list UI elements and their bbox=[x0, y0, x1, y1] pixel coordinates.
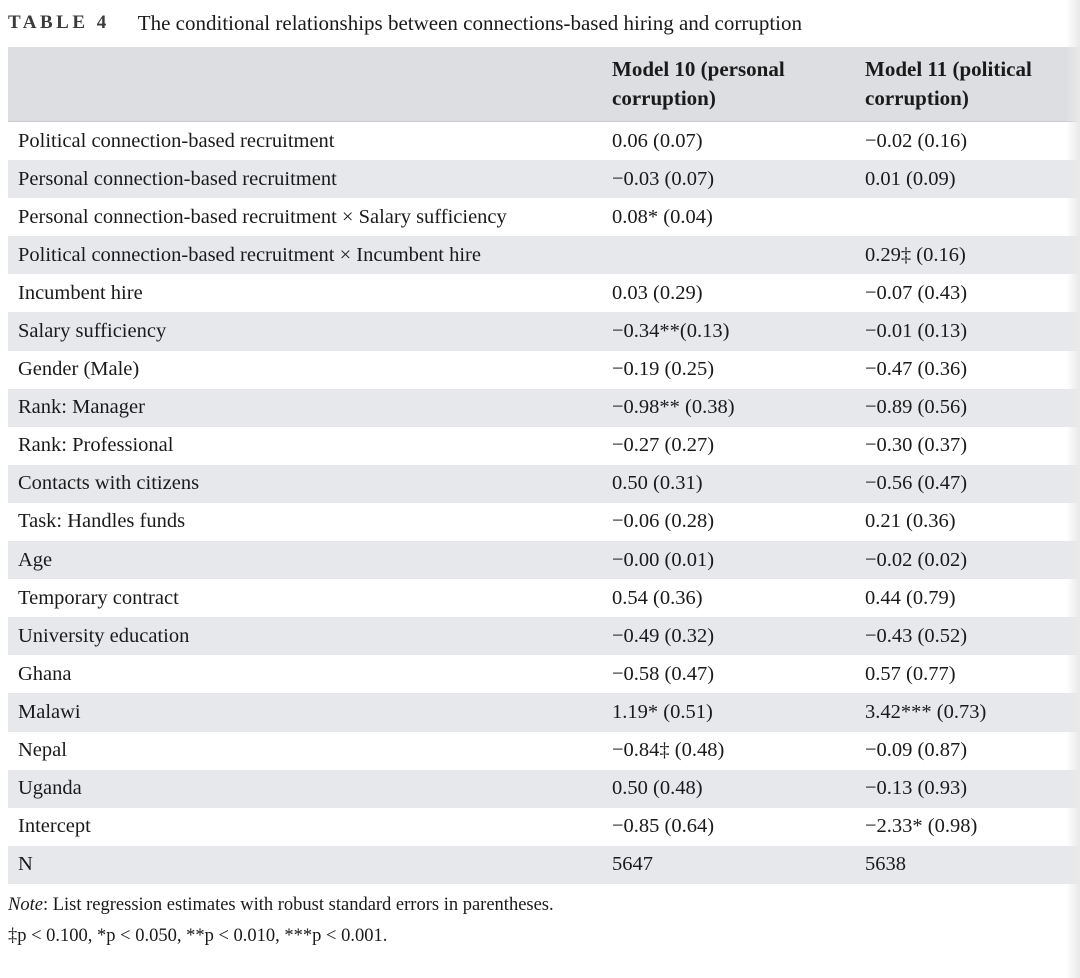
model-10-cell: −0.85 (0.64) bbox=[612, 815, 715, 838]
table-row: Ghana −0.58 (0.47) 0.57 (0.77) bbox=[8, 655, 1080, 693]
table-row: Intercept −0.85 (0.64) −2.33* (0.98) bbox=[8, 808, 1080, 846]
row-variable-label: Salary sufficiency bbox=[18, 320, 167, 343]
significance-legend: ‡p < 0.100, *p < 0.050, **p < 0.010, ***… bbox=[8, 926, 388, 946]
row-variable-label: Nepal bbox=[18, 739, 67, 762]
table-row: Uganda 0.50 (0.48) −0.13 (0.93) bbox=[8, 769, 1080, 808]
model-10-cell: −0.06 (0.28) bbox=[612, 510, 715, 533]
table-row: Rank: Manager −0.98** (0.38) −0.89 (0.56) bbox=[8, 388, 1080, 427]
model-10-cell: −0.49 (0.32) bbox=[612, 624, 715, 647]
table-row: Gender (Male) −0.19 (0.25) −0.47 (0.36) bbox=[8, 351, 1080, 389]
table-caption: TABLE 4 The conditional relationships be… bbox=[8, 8, 802, 38]
table-row: Temporary contract 0.54 (0.36) 0.44 (0.79) bbox=[8, 579, 1080, 617]
model-10-cell: −0.84‡ (0.48) bbox=[612, 739, 725, 762]
row-variable-label: Temporary contract bbox=[18, 586, 179, 609]
table-row: Personal connection-based recruitment × … bbox=[8, 198, 1080, 236]
model-10-cell: 1.19* (0.51) bbox=[612, 700, 713, 723]
row-variable-label: Task: Handles funds bbox=[18, 510, 186, 533]
row-variable-label: Incumbent hire bbox=[18, 281, 143, 304]
model-11-cell: −0.43 (0.52) bbox=[865, 624, 968, 647]
model-10-cell: −0.27 (0.27) bbox=[612, 434, 715, 457]
row-variable-label: N bbox=[18, 853, 33, 876]
row-variable-label: Rank: Professional bbox=[18, 434, 174, 457]
model-10-cell: 0.54 (0.36) bbox=[612, 586, 703, 609]
table-row: Personal connection-based recruitment −0.… bbox=[8, 160, 1080, 199]
table-row: N 5647 5638 bbox=[8, 845, 1080, 884]
model-11-cell: 0.21 (0.36) bbox=[865, 510, 956, 533]
model-11-cell: 0.29‡ (0.16) bbox=[865, 243, 966, 266]
table-title: The conditional relationships between co… bbox=[137, 10, 802, 35]
model-10-cell: −0.00 (0.01) bbox=[612, 548, 715, 571]
table-row: Political connection-based recruitment ×… bbox=[8, 236, 1080, 275]
row-variable-label: Political connection-based recruitment ×… bbox=[18, 243, 481, 266]
model-10-cell: 5647 bbox=[612, 853, 653, 876]
model-10-cell: 0.50 (0.48) bbox=[612, 777, 703, 800]
table-row: University education −0.49 (0.32) −0.43 (0… bbox=[8, 617, 1080, 656]
table-header-row: Model 10 (personal corruption) Model 11 … bbox=[8, 47, 1080, 122]
table-notes: Note: List regression estimates with rob… bbox=[8, 890, 554, 952]
model-10-cell: −0.34**(0.13) bbox=[612, 320, 730, 343]
model-11-cell: −0.07 (0.43) bbox=[865, 281, 968, 304]
table-body: Political connection-based recruitment 0.… bbox=[8, 122, 1080, 884]
row-variable-label: Gender (Male) bbox=[18, 358, 140, 381]
table-row: Task: Handles funds −0.06 (0.28) 0.21 (0.3… bbox=[8, 503, 1080, 541]
model-10-cell: −0.58 (0.47) bbox=[612, 662, 715, 685]
table-row: Rank: Professional −0.27 (0.27) −0.30 (0.3… bbox=[8, 427, 1080, 465]
model-11-cell: −0.09 (0.87) bbox=[865, 739, 968, 762]
table-row: Malawi 1.19* (0.51) 3.42*** (0.73) bbox=[8, 693, 1080, 732]
row-variable-label: Rank: Manager bbox=[18, 396, 145, 419]
note-text: : List regression estimates with robust … bbox=[42, 895, 554, 915]
row-variable-label: Personal connection-based recruitment bbox=[18, 167, 337, 190]
row-variable-label: Personal connection-based recruitment × … bbox=[18, 205, 507, 228]
header-model-10: Model 10 (personal corruption) bbox=[602, 47, 855, 121]
model-10-cell: 0.03 (0.29) bbox=[612, 281, 703, 304]
model-11-cell: 0.57 (0.77) bbox=[865, 662, 956, 685]
header-model-10-line2: corruption) bbox=[612, 86, 716, 110]
row-variable-label: Age bbox=[18, 548, 53, 571]
model-11-cell: −2.33* (0.98) bbox=[865, 815, 978, 838]
table-row: Salary sufficiency −0.34**(0.13) −0.01 (0.… bbox=[8, 312, 1080, 351]
row-variable-label: Ghana bbox=[18, 662, 72, 685]
row-variable-label: Malawi bbox=[18, 700, 81, 723]
model-11-cell: 0.01 (0.09) bbox=[865, 167, 956, 190]
model-11-cell: 5638 bbox=[865, 853, 906, 876]
model-10-cell: 0.06 (0.07) bbox=[612, 129, 703, 152]
model-11-cell: 0.44 (0.79) bbox=[865, 586, 956, 609]
header-variable-column bbox=[8, 47, 602, 121]
header-model-10-line1: Model 10 (personal bbox=[612, 57, 785, 81]
row-variable-label: University education bbox=[18, 624, 190, 647]
header-model-11-line1: Model 11 (political bbox=[865, 57, 1032, 81]
row-variable-label: Contacts with citizens bbox=[18, 472, 200, 495]
model-11-cell: −0.47 (0.36) bbox=[865, 358, 968, 381]
page-edge-shadow bbox=[1066, 0, 1080, 978]
model-11-cell: −0.02 (0.02) bbox=[865, 548, 968, 571]
model-10-cell: 0.08* (0.04) bbox=[612, 205, 713, 228]
table-row: Political connection-based recruitment 0.… bbox=[8, 122, 1080, 160]
table-row: Contacts with citizens 0.50 (0.31) −0.56 (… bbox=[8, 464, 1080, 503]
model-11-cell: −0.89 (0.56) bbox=[865, 396, 968, 419]
model-10-cell: −0.03 (0.07) bbox=[612, 167, 715, 190]
model-11-cell: −0.01 (0.13) bbox=[865, 320, 968, 343]
model-11-cell: −0.56 (0.47) bbox=[865, 472, 968, 495]
table-row: Age −0.00 (0.01) −0.02 (0.02) bbox=[8, 541, 1080, 580]
note-line: Note: List regression estimates with rob… bbox=[8, 890, 554, 921]
model-11-cell: −0.30 (0.37) bbox=[865, 434, 968, 457]
model-11-cell: −0.02 (0.16) bbox=[865, 129, 968, 152]
note-label: Note bbox=[8, 895, 43, 915]
header-model-11-line2: corruption) bbox=[865, 86, 969, 110]
table-row: Nepal −0.84‡ (0.48) −0.09 (0.87) bbox=[8, 732, 1080, 770]
model-11-cell: 3.42*** (0.73) bbox=[865, 700, 987, 723]
table-number-label: TABLE 4 bbox=[8, 12, 110, 33]
model-10-cell: −0.98** (0.38) bbox=[612, 396, 735, 419]
header-model-11: Model 11 (political corruption) bbox=[855, 47, 1080, 121]
model-10-cell: 0.50 (0.31) bbox=[612, 472, 703, 495]
model-11-cell: −0.13 (0.93) bbox=[865, 777, 968, 800]
regression-table: Model 10 (personal corruption) Model 11 … bbox=[8, 47, 1080, 884]
table-row: Incumbent hire 0.03 (0.29) −0.07 (0.43) bbox=[8, 274, 1080, 312]
row-variable-label: Intercept bbox=[18, 815, 91, 838]
model-10-cell: −0.19 (0.25) bbox=[612, 358, 715, 381]
row-variable-label: Uganda bbox=[18, 777, 82, 800]
row-variable-label: Political connection-based recruitment bbox=[18, 129, 335, 152]
